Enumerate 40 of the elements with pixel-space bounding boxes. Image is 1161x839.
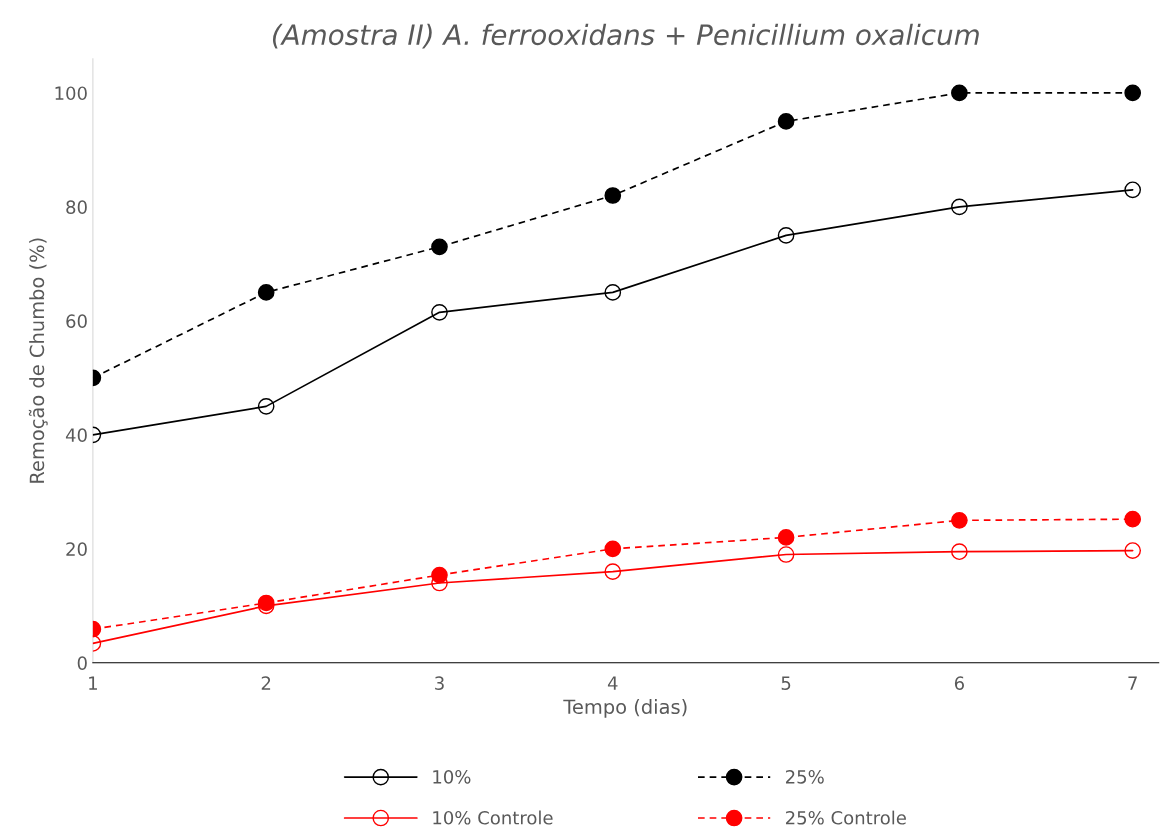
x-axis-title: Tempo (dias) xyxy=(563,699,687,718)
legend-label: 25% xyxy=(785,769,824,784)
y-tick-label: 40 xyxy=(65,428,87,442)
point xyxy=(604,540,622,558)
legend-label: 25% Controle xyxy=(785,810,906,825)
point xyxy=(777,113,795,130)
point xyxy=(777,529,795,546)
point xyxy=(257,398,275,415)
point xyxy=(951,512,968,529)
point xyxy=(951,84,968,102)
x-tick-label: 2 xyxy=(261,676,271,690)
legend-label: 10% xyxy=(433,769,471,784)
point xyxy=(431,303,448,321)
point xyxy=(431,238,448,256)
y-tick-label: 20 xyxy=(66,542,87,556)
y-tick-label: 60 xyxy=(66,314,87,328)
point xyxy=(1124,542,1142,559)
x-tick-label: 4 xyxy=(607,676,618,690)
point xyxy=(951,198,968,216)
x-tick-label: 1 xyxy=(89,676,97,690)
chart-title: (Amostra II) A. ferrooxidans + Penicillium oxalicum xyxy=(272,23,979,49)
x-tick-label: 6 xyxy=(954,676,964,690)
y-axis-title: Remoção de Chumbo (%) xyxy=(28,238,48,483)
x-tick-label: 7 xyxy=(1128,676,1137,690)
x-tick-label: 3 xyxy=(435,676,444,690)
x-tick-label: 5 xyxy=(781,676,791,690)
point xyxy=(604,187,622,204)
y-tick-label: 100 xyxy=(55,86,87,101)
legend-label: 10% Controle xyxy=(433,810,553,825)
y-tick-label: 0 xyxy=(77,656,87,670)
point xyxy=(1124,510,1142,528)
point xyxy=(951,543,968,561)
point xyxy=(777,546,795,563)
point xyxy=(604,284,622,301)
point xyxy=(1124,84,1142,102)
point xyxy=(777,227,795,244)
y-tick-label: 80 xyxy=(66,200,87,215)
point xyxy=(1124,181,1142,199)
point xyxy=(257,284,275,301)
point xyxy=(604,563,622,580)
